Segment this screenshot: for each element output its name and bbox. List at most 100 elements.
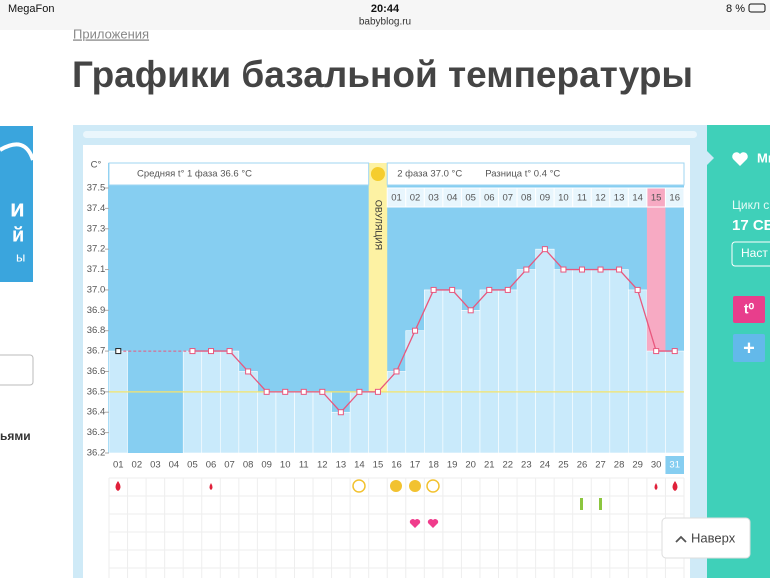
- ovulation-column: [368, 163, 388, 453]
- bar: [386, 371, 407, 454]
- bar: [516, 269, 536, 454]
- add-button[interactable]: [733, 334, 765, 362]
- x-tick-label: 11: [299, 460, 309, 471]
- temperature-point: [467, 307, 474, 314]
- x-tick-label: 07: [224, 460, 235, 471]
- x-tick-label: 18: [428, 460, 439, 471]
- ovulation-test: [352, 479, 366, 493]
- chevron: [675, 535, 687, 543]
- phase2-day-label: 07: [503, 193, 514, 204]
- temperature-point: [208, 348, 215, 355]
- x-tick-label: 24: [540, 460, 551, 471]
- temperature-point: [412, 327, 419, 334]
- phase2-day-label: 08: [521, 193, 532, 204]
- temperature-point: [319, 388, 326, 395]
- temperature-point: [653, 348, 660, 355]
- temperature-point: [393, 368, 400, 375]
- x-tick-label: 21: [484, 460, 495, 471]
- temperature-point: [300, 388, 307, 395]
- ad-graphic: [0, 142, 35, 161]
- y-tick-label: 37.1: [87, 264, 106, 275]
- breadcrumb[interactable]: Приложения: [73, 26, 149, 41]
- bar: [424, 289, 444, 454]
- add-label: +: [743, 337, 755, 359]
- sidebar-text: ьями: [0, 429, 31, 443]
- phase2-day-label: 12: [595, 193, 606, 204]
- temperature-point: [337, 409, 344, 416]
- back-to-top[interactable]: [661, 517, 751, 559]
- bar: [108, 350, 128, 454]
- bar: [294, 391, 314, 454]
- settings-button[interactable]: [731, 241, 770, 267]
- url[interactable]: babyblog.ru: [359, 17, 411, 28]
- menu-item[interactable]: Ми: [757, 150, 770, 165]
- bar: [182, 350, 203, 454]
- phase1-header: [108, 162, 370, 186]
- x-tick-label: 22: [503, 460, 514, 471]
- bar: [479, 289, 499, 454]
- x-tick-label: 02: [132, 460, 143, 471]
- temperature-point: [356, 388, 363, 395]
- y-tick-label: 36.5: [87, 386, 106, 397]
- bar: [535, 248, 555, 454]
- ad-letter: и: [10, 195, 25, 222]
- period-drop: [209, 483, 213, 490]
- bar: [665, 350, 685, 454]
- x-tick-label: 03: [150, 460, 161, 471]
- ovulation-test: [409, 480, 421, 492]
- temperature-point: [263, 388, 270, 395]
- x-tick-label: 14: [354, 460, 365, 471]
- scrollbar[interactable]: [83, 131, 697, 138]
- period-drop: [115, 481, 121, 491]
- x-tick-label: 31: [669, 460, 680, 471]
- ovulation-dot: [370, 167, 385, 181]
- symbols: [115, 479, 678, 528]
- mucus-mark: [599, 498, 602, 510]
- x-tick-label: 16: [391, 460, 402, 471]
- phase2-day-label: 02: [410, 193, 421, 204]
- ovulation-label: ОВУЛЯЦИЯ: [374, 200, 384, 250]
- y-tick-label: 36.8: [87, 325, 106, 336]
- bar: [201, 350, 221, 454]
- difference: Разница t° 0.4 °C: [485, 169, 560, 180]
- y-axis-label: C°: [91, 160, 102, 171]
- bar: [257, 391, 277, 454]
- temperature-point: [449, 286, 456, 293]
- phase2-day-label: 14: [632, 193, 643, 204]
- temperature-point: [486, 286, 493, 293]
- bar: [609, 269, 629, 454]
- input[interactable]: [0, 354, 34, 386]
- x-tick-label: 27: [595, 460, 606, 471]
- page-title: Графики базальной температуры: [72, 54, 693, 95]
- carrier: MegaFon: [8, 3, 54, 15]
- phase2-day-label: 03: [428, 193, 439, 204]
- bar: [442, 289, 462, 454]
- temp-label: t⁰: [744, 301, 755, 317]
- y-tick-label: 37.0: [87, 284, 106, 295]
- y-tick-label: 36.4: [87, 407, 106, 418]
- x-tick-label: 25: [558, 460, 569, 471]
- bar: [572, 269, 592, 454]
- bar: [590, 269, 611, 454]
- temperature-point: [634, 286, 641, 293]
- cycle-date: 17 СЕ: [732, 217, 770, 234]
- x-tick-label: 20: [465, 460, 476, 471]
- temperature-point: [616, 266, 623, 273]
- y-tick-label: 37.2: [87, 244, 106, 255]
- x-tick-label: 01: [113, 460, 124, 471]
- x-tick-label: 13: [336, 460, 347, 471]
- battery: 8 %: [726, 3, 745, 15]
- phase2-day-label: 01: [391, 193, 402, 204]
- y-tick-label: 37.5: [87, 183, 106, 194]
- bar: [238, 371, 258, 454]
- ad-letter: й: [12, 224, 24, 246]
- temp-button[interactable]: [733, 296, 765, 323]
- temperature-point: [523, 266, 530, 273]
- mucus-mark: [580, 498, 583, 510]
- temperature-point: [541, 246, 548, 253]
- x-tick-label: 09: [261, 460, 272, 471]
- y-tick-label: 36.9: [87, 305, 106, 316]
- x-tick-label: 17: [410, 460, 421, 471]
